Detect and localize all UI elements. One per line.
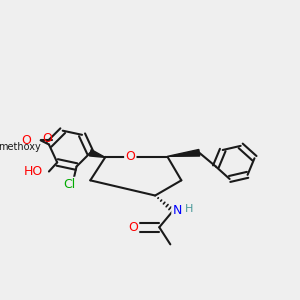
Text: HO: HO (24, 165, 44, 178)
Text: O: O (21, 134, 31, 147)
Text: O: O (43, 133, 52, 146)
Polygon shape (167, 149, 200, 156)
Text: O: O (125, 150, 135, 164)
Text: methoxy: methoxy (0, 142, 41, 152)
Text: O: O (128, 221, 138, 234)
Text: H: H (184, 204, 193, 214)
Text: N: N (172, 204, 182, 217)
Polygon shape (89, 150, 105, 158)
Text: Cl: Cl (64, 178, 76, 191)
